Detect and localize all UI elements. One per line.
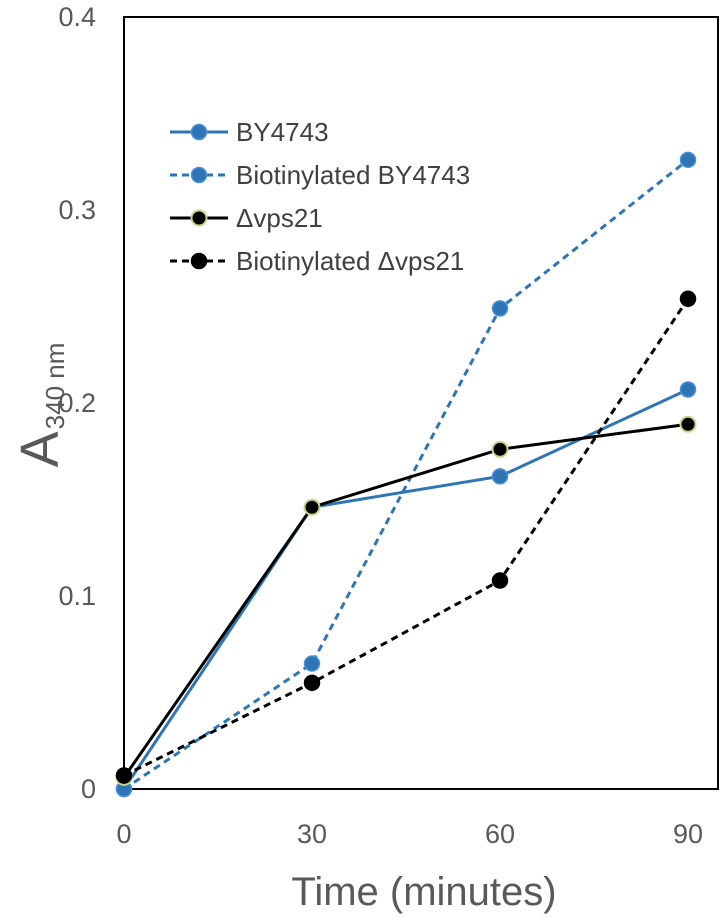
data-point xyxy=(679,381,697,398)
data-point xyxy=(491,468,509,485)
legend-label: Δvps21 xyxy=(236,203,323,233)
legend: BY4743 Biotinylated BY4743 Δvps21 Biotinyla… xyxy=(170,117,470,276)
x-axis-label: Time (minutes) xyxy=(291,870,556,914)
series-line xyxy=(123,158,689,791)
x-tick-label: 90 xyxy=(673,819,703,849)
x-tick-label: 60 xyxy=(485,819,515,849)
y-tick-label: 0.2 xyxy=(58,388,96,418)
y-tick-label: 0.1 xyxy=(58,581,96,611)
data-point xyxy=(679,290,697,308)
legend-label: Biotinylated BY4743 xyxy=(236,160,470,190)
data-point xyxy=(491,300,509,317)
legend-marker xyxy=(190,166,208,184)
y-tick-label: 0.4 xyxy=(58,2,96,32)
x-tick-label: 0 xyxy=(116,819,131,849)
data-point xyxy=(303,674,321,692)
y-axis-label-subscript: 340 nm xyxy=(40,343,70,430)
data-point xyxy=(679,415,697,433)
y-axis-label: A340 nm xyxy=(10,343,70,468)
data-point xyxy=(491,440,509,458)
y-axis-label-main: A xyxy=(10,431,70,467)
data-point xyxy=(303,498,321,516)
data-point xyxy=(303,655,321,672)
legend-label: BY4743 xyxy=(236,117,329,147)
series-line xyxy=(122,388,689,790)
y-tick-label: 0 xyxy=(81,774,96,804)
legend-marker xyxy=(190,123,208,141)
data-point xyxy=(491,572,509,589)
legend-marker xyxy=(190,252,208,270)
x-axis-ticks: 0 30 60 90 xyxy=(116,819,703,849)
data-point xyxy=(679,151,697,169)
plot-area-border xyxy=(123,16,719,790)
series-line xyxy=(122,422,689,779)
series-line xyxy=(123,297,690,777)
y-axis-ticks: 0 0.1 0.2 0.3 0.4 xyxy=(58,2,96,804)
y-tick-label: 0.3 xyxy=(58,195,96,225)
legend-label: Biotinylated Δvps21 xyxy=(236,246,464,276)
data-point xyxy=(115,767,133,784)
series-group xyxy=(115,151,697,798)
legend-marker xyxy=(190,209,208,227)
x-tick-label: 30 xyxy=(297,819,327,849)
